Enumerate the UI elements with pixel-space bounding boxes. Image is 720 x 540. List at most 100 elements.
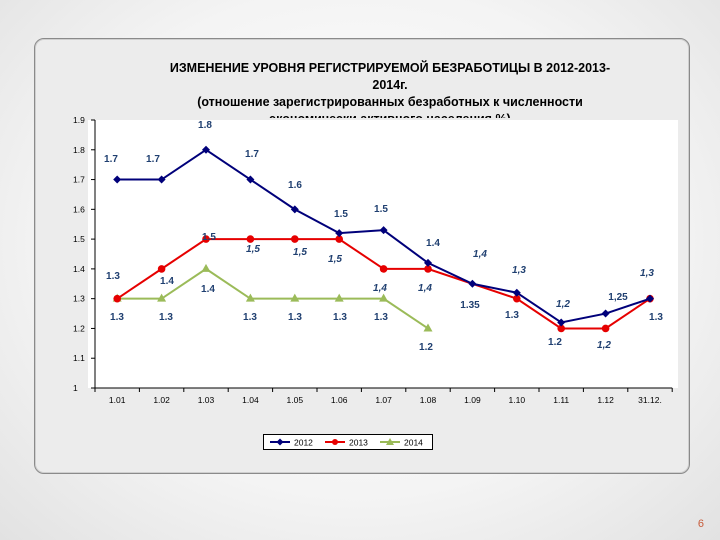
series-2012-point [379,226,388,235]
y-tick-label: 1.2 [73,323,85,333]
y-tick-label: 1.6 [73,204,85,214]
series-2012-point [512,288,521,297]
series-2013-point [335,235,344,243]
series-2013-data-label: 1,5 [328,254,342,265]
series-2014-data-label: 1.3 [333,312,347,323]
y-tick-label: 1.5 [73,234,85,244]
series-2014-data-label: 1.4 [201,284,215,295]
series-2012-point [646,294,654,303]
series-2014-data-label: 1.3 [243,312,257,323]
chart-title-line-3: (отношение зарегистрированных безработны… [197,95,583,109]
x-tick-label: 1.12 [597,395,614,405]
legend-2013-marker [332,439,338,445]
x-tick-label: 1.05 [287,395,304,405]
series-2014-point [201,263,211,272]
series-2014-point [379,293,389,302]
legend: 2012 2013 2014 [263,434,433,450]
series-2012-point [157,175,166,184]
series-2012-point [424,258,432,267]
series-2013-data-label: 1,3 [512,265,526,276]
series-2013-data-label: 1,2 [597,340,611,351]
series-2013-point [246,235,255,243]
chart-title-line-4: экономически активного населения %) [140,111,640,118]
series-2012-data-label: 1.2 [548,337,562,348]
series-2013-point [379,265,388,273]
series-2013-data-label: 1,4 [418,283,432,294]
series-2012-data-label: 1.4 [426,238,440,249]
legend-2012-marker [276,438,284,446]
series-2013-point [513,294,521,303]
series-2014-line [117,267,429,330]
series-2013-data-label: 1,2 [556,299,570,310]
series-2013-point [157,265,166,273]
series-2013-data-label: 1,4 [373,283,387,294]
series-2014-point [245,293,255,302]
series-2012-data-label: 1.35 [460,300,480,311]
series-2014-data-label: 1.3 [288,312,302,323]
series-2014-point [157,293,167,302]
series-2012-data-label: 1.3 [649,312,663,323]
legend-2013-label: 2013 [349,438,368,448]
y-tick-label: 1.3 [73,294,85,304]
y-tick-label: 1.7 [73,175,85,185]
chart-title: ИЗМЕНЕНИЕ УРОВНЯ РЕГИСТРИРУЕМОЙ БЕЗРАБОТ… [140,60,640,118]
x-tick-label: 1.04 [242,395,259,405]
y-tick-label: 1.4 [73,264,85,274]
x-tick-label: 1.08 [420,395,437,405]
series-2012-data-label: 1.7 [104,154,118,165]
series-2013-point [113,294,121,303]
legend-2014-label: 2014 [404,438,423,448]
series-2012-point [335,229,344,238]
series-2013-point [601,324,610,333]
series-2013-data-label: 1,4 [473,249,487,260]
series-2012-data-label: 1.8 [198,120,212,131]
series-2012-point [601,309,610,318]
series-2013-point [557,324,565,333]
x-tick-label: 1.07 [375,395,392,405]
series-2013-data-label: 1,3 [640,268,654,279]
series-2014-data-label: 1.3 [374,312,388,323]
series-2012-point [557,318,566,327]
x-tick-label: 1.01 [109,395,126,405]
y-tick-label: 1.8 [73,145,85,155]
x-tick-label: 1.03 [198,395,215,405]
series-2014-data-label: 1.3 [110,312,124,323]
legend-2012-label: 2012 [294,438,313,448]
series-2013-point [424,265,432,273]
y-tick-label: 1.1 [73,353,85,363]
y-tick-label: 1.9 [73,115,85,125]
series-2014-point [290,293,300,302]
series-2012-data-label: 1.3 [505,310,519,321]
series-2012-point [290,205,299,214]
chart-title-line-2: 2014г. [372,78,408,92]
chart-title-line-1: ИЗМЕНЕНИЕ УРОВНЯ РЕГИСТРИРУЕМОЙ БЕЗРАБОТ… [169,61,611,75]
y-tick-label: 1 [73,383,78,393]
series-2013-data-label: 1.4 [160,276,174,287]
series-2012-data-label: 1.7 [146,154,160,165]
x-tick-label: 1.10 [509,395,526,405]
series-2013-point [291,235,299,243]
x-tick-label: 31.12. [638,395,662,405]
series-2012-data-label: 1.5 [334,209,348,220]
x-tick-label: 1.09 [464,395,481,405]
page-number: 6 [697,518,704,530]
plot-area [88,120,678,388]
series-2013-point [202,235,210,243]
series-2014-data-label: 1.2 [419,342,433,353]
x-tick-label: 1.02 [153,395,170,405]
x-tick-label: 1.06 [331,395,348,405]
series-2013-data-label: 1.3 [106,271,120,282]
series-2012-point [468,279,477,288]
series-2014-point [423,323,433,332]
series-2013-data-label: 1.5 [202,232,216,243]
series-2014-point [334,293,344,302]
series-2012-data-label: 1.5 [374,204,388,215]
series-2014-data-label: 1.3 [159,312,173,323]
x-tick-label: 1.11 [553,395,569,405]
legend-svg: 2012 2013 2014 [270,438,423,448]
series-2013-line [116,238,651,330]
series-2013-data-label: 1,5 [246,244,260,255]
series-2012-point [246,175,255,184]
series-2013-data-label: 1,5 [293,247,307,258]
